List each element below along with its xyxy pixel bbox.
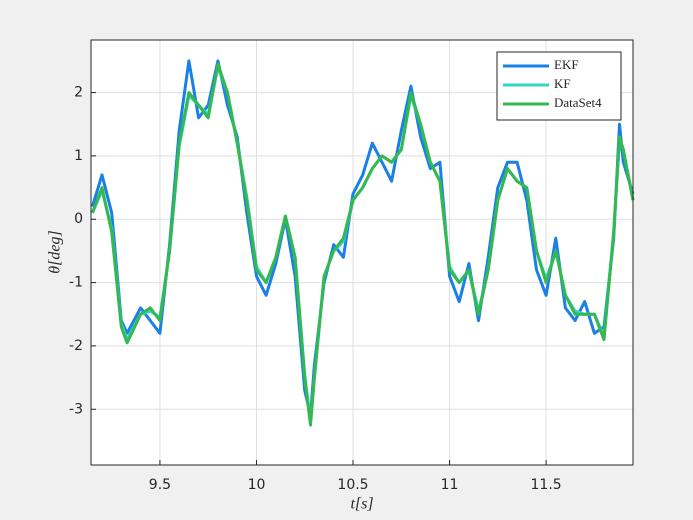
series-line [90,62,635,427]
y-tick-label: 0 [74,211,83,227]
legend-label: KF [554,76,571,91]
x-tick-label: 10 [248,477,266,493]
y-tick-label: 1 [74,148,83,164]
x-tick-label: 11.5 [531,477,562,493]
x-tick-label: 9.5 [149,477,171,493]
y-axis-label: θ[deg] [47,230,64,273]
legend-label: DataSet4 [554,95,602,110]
x-axis-label: t[s] [350,496,373,513]
x-tick-label: 11 [441,477,459,493]
y-tick-label: -3 [69,401,83,417]
y-tick-label: 2 [74,85,83,101]
x-tick-label: 10.5 [337,477,368,493]
legend-label: EKF [554,57,579,72]
y-tick-label: -1 [69,275,83,291]
y-tick-label: -2 [69,338,83,354]
axes-box [90,39,634,466]
